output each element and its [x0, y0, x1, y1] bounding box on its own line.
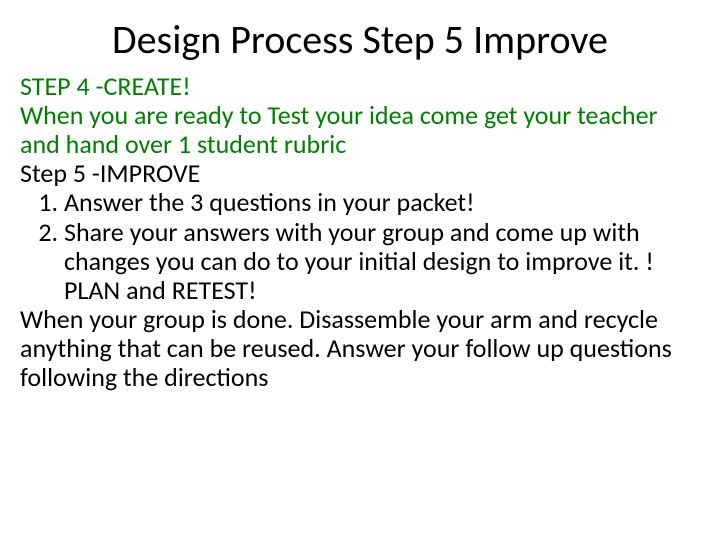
step4-text: When you are ready to Test your idea com… — [20, 101, 700, 159]
step4-heading: STEP 4 -CREATE! — [20, 72, 700, 101]
step5-heading: Step 5 -IMPROVE — [20, 159, 700, 188]
closing-text: When your group is done. Disassemble you… — [20, 305, 700, 392]
step5-item-1: Answer the 3 questions in your packet! — [64, 188, 700, 217]
slide: Design Process Step 5 Improve STEP 4 -CR… — [0, 0, 720, 540]
step5-item-2: Share your answers with your group and c… — [64, 218, 700, 305]
slide-body: STEP 4 -CREATE! When you are ready to Te… — [20, 72, 700, 392]
step5-list: Answer the 3 questions in your packet! S… — [20, 188, 700, 304]
slide-title: Design Process Step 5 Improve — [20, 18, 700, 62]
